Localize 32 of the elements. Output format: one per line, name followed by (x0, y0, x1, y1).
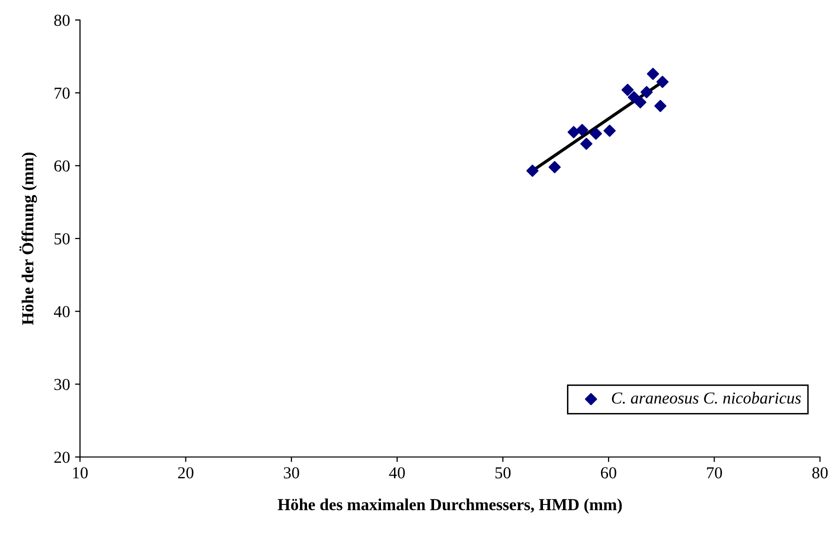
y-tick-label: 40 (54, 306, 70, 318)
point (640, 86, 653, 98)
x-tick-label: 20 (178, 467, 194, 478)
y-axis-title: Höhe der Öffnung (mm) (19, 152, 37, 325)
x-tick-label: 70 (707, 467, 722, 478)
y-tick-label: 30 (54, 378, 70, 390)
x-tick-label: 10 (73, 467, 88, 478)
point (656, 76, 669, 88)
point (628, 91, 640, 104)
x-tick-label: 30 (284, 467, 300, 478)
point (604, 124, 616, 137)
point (548, 161, 561, 174)
x-tick-label: 60 (600, 467, 616, 478)
x-axis-title: Höhe des maximalen Durchmessers, HMD (mm) (278, 498, 622, 514)
y-tick-label: 60 (54, 160, 70, 172)
point (646, 68, 660, 80)
point (654, 100, 666, 112)
point (580, 138, 592, 150)
y-tick-label: 50 (54, 233, 70, 244)
legend-label: C. araneosus C. nicobaricus (612, 392, 801, 404)
point (576, 124, 588, 136)
point (590, 128, 602, 140)
point (568, 126, 580, 138)
x-tick-label: 40 (389, 467, 405, 478)
point (622, 84, 634, 96)
x-tick-label: 80 (812, 467, 828, 478)
y-tick-label: 70 (54, 88, 70, 99)
y-tick-label: 80 (54, 14, 70, 26)
x-tick-label: 50 (495, 467, 511, 478)
point (634, 96, 646, 108)
y-tick-label: 20 (54, 452, 70, 463)
point (526, 164, 539, 177)
